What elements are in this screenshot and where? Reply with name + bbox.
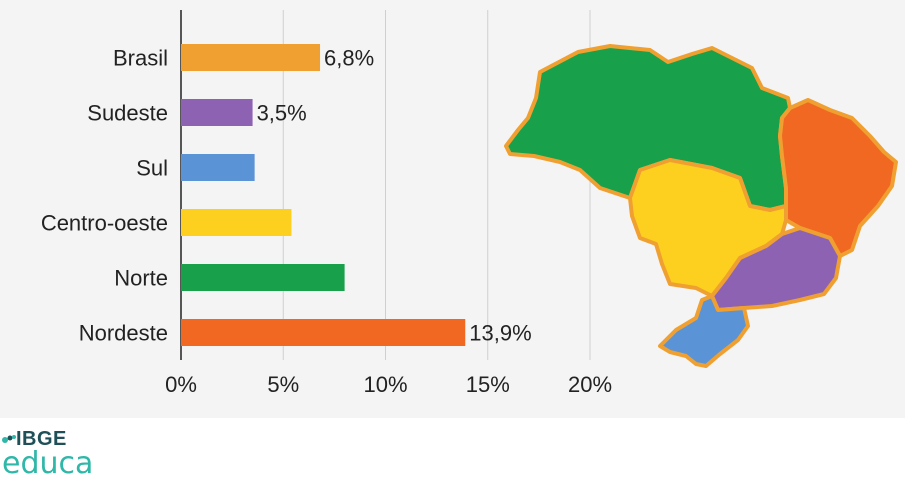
data-labels: 6,8% 3,5% 13,9% <box>257 46 532 346</box>
category-label: Sul <box>136 156 168 181</box>
category-label: Nordeste <box>79 321 168 346</box>
data-label: 6,8% <box>324 46 374 71</box>
chart-panel: Brasil Sudeste Sul Centro-oeste Norte Nordest… <box>0 0 905 418</box>
category-label: Sudeste <box>87 101 168 126</box>
bar-chart: Brasil Sudeste Sul Centro-oeste Norte Nordest… <box>41 10 612 397</box>
bar-sudeste <box>181 99 253 126</box>
data-label: 3,5% <box>257 101 307 126</box>
x-tick-label: 0% <box>165 372 197 397</box>
logo-ibge-text: IBGE <box>16 428 67 450</box>
data-label: 13,9% <box>469 321 531 346</box>
x-tick-label: 20% <box>568 372 612 397</box>
bars <box>181 44 466 346</box>
bar-nordeste <box>181 319 466 346</box>
map-region-sul <box>658 294 750 368</box>
brazil-regions-map <box>504 44 898 368</box>
bar-sul <box>181 154 255 181</box>
map-region-nordeste <box>778 98 898 258</box>
x-tick-label: 10% <box>363 372 407 397</box>
x-tick-label: 5% <box>267 372 299 397</box>
category-label: Brasil <box>113 46 168 71</box>
category-label: Centro-oeste <box>41 211 168 236</box>
bar-centro-oeste <box>181 209 292 236</box>
bar-norte <box>181 264 345 291</box>
category-label: Norte <box>114 266 168 291</box>
x-tick-label: 15% <box>466 372 510 397</box>
logo-educa-text: educa <box>2 446 94 481</box>
category-labels: Brasil Sudeste Sul Centro-oeste Norte Nordest… <box>41 46 168 346</box>
ibge-educa-logo: IBGE educa <box>2 428 162 488</box>
x-tick-labels: 0% 5% 10% 15% 20% <box>165 372 612 397</box>
logo-dots-icon <box>2 435 16 443</box>
bar-brasil <box>181 44 321 71</box>
